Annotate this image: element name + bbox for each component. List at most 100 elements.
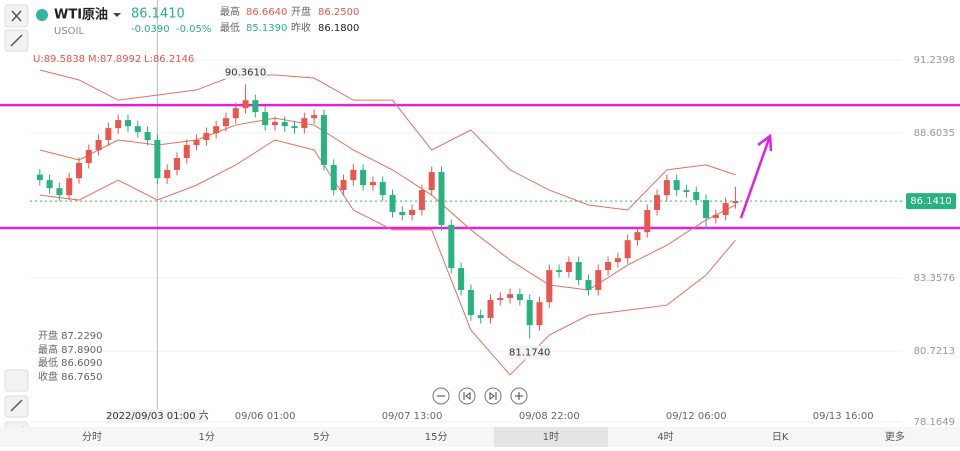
candle-body — [369, 182, 376, 186]
candle-body — [595, 270, 602, 290]
candle-body — [507, 294, 514, 298]
candle-body — [36, 174, 43, 181]
stat-value: 86.1800 — [318, 23, 359, 34]
band-upper — [39, 69, 736, 211]
candle-body — [428, 172, 435, 191]
stat-value: 86.2500 — [318, 7, 359, 18]
candle-body — [173, 157, 180, 170]
tab-bar — [0, 427, 960, 447]
candle-body — [673, 180, 680, 191]
tab[interactable]: 4时 — [657, 431, 673, 443]
tab-selected — [494, 427, 608, 447]
tabs: 分时 1分 5分 15分 1时 4时 日K 更多 — [82, 427, 905, 447]
candle-body — [66, 178, 73, 196]
candle-body — [399, 211, 406, 215]
candle-body — [320, 115, 327, 165]
candle-body — [350, 169, 357, 181]
candle-body — [585, 280, 592, 290]
ohlc-info: 最低 86.6090 — [38, 356, 103, 369]
tab[interactable]: 1分 — [199, 431, 215, 443]
close-icon — [11, 10, 22, 22]
candle-body — [497, 297, 504, 300]
candle-body — [124, 120, 131, 127]
candle-body — [154, 140, 161, 179]
candle-body — [222, 118, 229, 127]
tab[interactable]: 15分 — [425, 431, 448, 443]
candle-body — [291, 126, 298, 129]
crosshair-label: 2022/09/03 01:00 六 — [106, 410, 209, 422]
candle-body — [95, 140, 102, 150]
draw-icon — [10, 399, 23, 412]
ohlc-info: 最高 87.8900 — [38, 343, 103, 356]
code: USOIL — [54, 26, 84, 37]
candle-body — [712, 214, 719, 219]
candle-body — [134, 126, 141, 132]
candle-body — [487, 299, 494, 318]
candle-body — [683, 190, 690, 193]
candle-body — [418, 190, 425, 211]
candle-body — [438, 172, 445, 225]
candle-body — [340, 180, 347, 191]
candle-body — [624, 240, 631, 259]
candle-body — [115, 120, 122, 129]
candle-body — [703, 200, 710, 219]
tab[interactable]: 1时 — [543, 431, 559, 443]
candle-body — [614, 258, 621, 263]
tool-icon — [10, 34, 23, 47]
candle-body — [301, 118, 308, 129]
candle-body — [389, 195, 396, 212]
candle-body — [654, 195, 661, 211]
candle-body — [46, 180, 53, 189]
stat-value: 85.1390 — [246, 23, 287, 34]
candle-body — [693, 192, 700, 201]
candle-body — [634, 232, 641, 241]
indicator: U:89.5838 — [33, 54, 85, 65]
last-price-box — [906, 193, 956, 210]
x-tick-label: 09/13 16:00 — [813, 411, 874, 422]
candle-body — [193, 140, 200, 145]
annotation: 90.3610 — [225, 67, 266, 78]
symbol-icon — [36, 9, 48, 21]
candle-body — [458, 268, 465, 290]
candle-body — [467, 289, 474, 316]
tab[interactable]: 日K — [772, 432, 789, 443]
zoom-controls — [432, 387, 528, 405]
y-tick-label: 91.2398 — [914, 55, 955, 66]
symbol[interactable]: WTI原油 — [54, 7, 108, 23]
candle-body — [213, 126, 220, 134]
change: -0.0390 — [131, 24, 170, 35]
candle-body — [281, 122, 288, 127]
tab[interactable]: 5分 — [313, 431, 329, 443]
annotation-box — [508, 345, 551, 360]
candle-body — [183, 144, 190, 158]
candle-body — [252, 100, 259, 113]
plot: 91.2398 88.6035 83.3576 80.7213 78.1649 86.14… — [0, 0, 960, 428]
candle-body — [242, 100, 249, 109]
band-lower — [39, 139, 736, 376]
tab[interactable]: 更多 — [885, 430, 905, 443]
y-tick-label: 80.7213 — [914, 346, 955, 357]
ohlc-info: 收盘 86.7650 — [38, 370, 103, 383]
indicator: L:86.2146 — [144, 54, 194, 65]
dropdown-arrow[interactable] — [113, 13, 121, 17]
candle-body — [516, 294, 523, 300]
price: 86.1410 — [131, 7, 185, 22]
candle-body — [556, 270, 563, 272]
annotation-box — [224, 65, 267, 80]
y-tick-label: 78.1649 — [914, 417, 955, 428]
indicator: M:87.8992 — [88, 54, 141, 65]
stat-label: 最高 — [220, 5, 240, 18]
x-tick-label: 09/12 06:00 — [666, 411, 727, 422]
stat-label: 最低 — [220, 21, 240, 34]
tab[interactable]: 分时 — [82, 431, 102, 443]
indicator-button[interactable] — [4, 369, 29, 392]
candle-body — [732, 201, 739, 204]
candle-body — [105, 128, 112, 141]
candle-body — [477, 315, 484, 318]
candle-body — [164, 169, 171, 179]
x-tick-label: 09/08 22:00 — [519, 411, 580, 422]
candle-body — [536, 302, 543, 326]
y-tick-label: 88.6035 — [914, 128, 955, 139]
